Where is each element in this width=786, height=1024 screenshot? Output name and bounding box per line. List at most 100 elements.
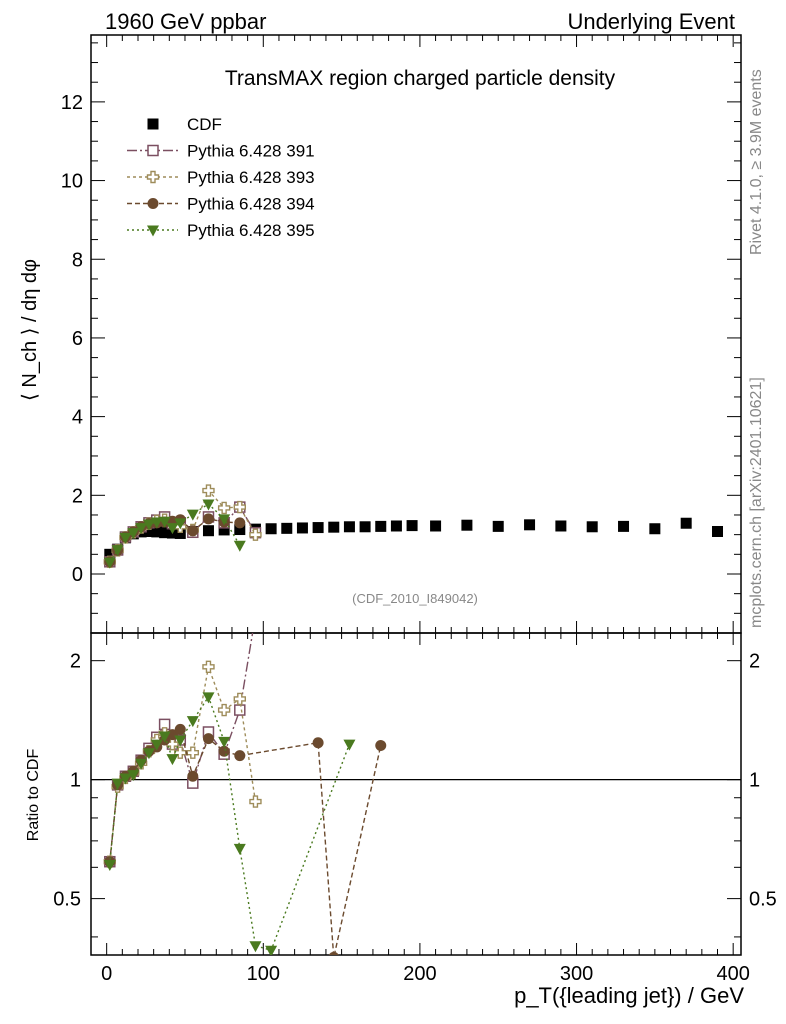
data-point bbox=[202, 499, 215, 511]
data-point bbox=[375, 520, 387, 532]
data-point bbox=[390, 520, 402, 532]
data-point bbox=[166, 523, 179, 535]
data-point bbox=[135, 523, 148, 535]
y-tick-label: 4 bbox=[72, 407, 83, 429]
data-point bbox=[375, 740, 387, 752]
data-point bbox=[586, 521, 598, 533]
data-point bbox=[159, 527, 171, 539]
data-point bbox=[186, 716, 199, 728]
data-point bbox=[166, 754, 179, 766]
data-point bbox=[249, 941, 262, 953]
data-point bbox=[202, 525, 214, 537]
data-point bbox=[618, 520, 630, 532]
data-point bbox=[312, 737, 324, 749]
legend-label: Pythia 6.428 393 bbox=[187, 168, 315, 187]
data-point bbox=[359, 521, 371, 533]
x-tick-label: 400 bbox=[716, 963, 749, 985]
data-point bbox=[150, 517, 163, 529]
data-point bbox=[111, 778, 124, 790]
data-point bbox=[218, 514, 231, 526]
legend: CDF Pythia 6.428 391 Pythia 6.428 393 Pythi… bbox=[127, 115, 315, 240]
y-tick-label: 0 bbox=[72, 564, 83, 586]
data-point bbox=[174, 527, 186, 539]
data-point bbox=[234, 524, 246, 536]
data-point bbox=[233, 500, 246, 514]
data-point bbox=[281, 522, 293, 534]
series-pythia-6-428-395 bbox=[103, 499, 246, 569]
header-right: Underlying Event bbox=[567, 9, 735, 34]
data-point bbox=[234, 517, 246, 529]
series-line-pythia-6-428-395 bbox=[109, 695, 351, 952]
legend-marker bbox=[147, 225, 159, 237]
data-point bbox=[103, 859, 116, 871]
data-point bbox=[202, 692, 215, 704]
data-point bbox=[202, 733, 214, 745]
data-point bbox=[234, 750, 246, 762]
ratio-y-tick-label-right: 0.5 bbox=[749, 889, 777, 911]
x-tick-label: 200 bbox=[403, 963, 436, 985]
data-point bbox=[103, 557, 116, 569]
ratio-y-tick-label: 2 bbox=[70, 651, 81, 673]
series-cdf bbox=[104, 517, 724, 560]
data-point bbox=[174, 735, 187, 747]
data-point bbox=[233, 540, 246, 552]
data-point bbox=[127, 770, 140, 782]
legend-label: Pythia 6.428 395 bbox=[187, 221, 315, 240]
data-point bbox=[186, 746, 200, 759]
data-point bbox=[158, 516, 171, 528]
y-tick-label: 12 bbox=[61, 92, 83, 114]
data-point bbox=[174, 723, 186, 735]
x-axis-label: p_T({leading jet}) / GeV bbox=[514, 983, 744, 1008]
mcplots-label: mcplots.cern.ch [arXiv:2401.10621] bbox=[748, 377, 765, 628]
data-point bbox=[158, 731, 171, 743]
legend-label: Pythia 6.428 394 bbox=[187, 195, 315, 214]
series-pythia-6-428-393 bbox=[103, 660, 262, 868]
ratio-y-tick-label-right: 1 bbox=[749, 770, 760, 792]
data-point bbox=[233, 692, 246, 706]
main-ylabel: ⟨ N_ch ⟩ / dη dφ bbox=[19, 259, 41, 401]
legend-label: CDF bbox=[187, 115, 222, 134]
y-tick-label: 6 bbox=[72, 328, 83, 350]
y-tick-label: 8 bbox=[72, 249, 83, 271]
data-point bbox=[119, 773, 132, 785]
x-tick-label: 100 bbox=[247, 963, 280, 985]
ratio-ylabel: Ratio to CDF bbox=[25, 749, 42, 842]
data-point bbox=[430, 520, 442, 532]
data-point bbox=[249, 528, 262, 541]
ratio-frame bbox=[90, 632, 742, 956]
x-tick-label: 300 bbox=[560, 963, 593, 985]
rivet-label: Rivet 4.1.0, ≥ 3.9M events bbox=[748, 69, 765, 255]
series-line-pythia-6-428-394 bbox=[109, 728, 382, 955]
data-point bbox=[111, 545, 124, 557]
x-tick-label: 0 bbox=[101, 963, 112, 985]
data-point bbox=[151, 526, 163, 538]
data-point bbox=[142, 519, 155, 531]
data-point bbox=[265, 523, 277, 535]
data-point bbox=[119, 532, 132, 544]
y-tick-label: 10 bbox=[61, 171, 83, 193]
data-point bbox=[461, 519, 473, 531]
data-point bbox=[186, 509, 199, 521]
data-point bbox=[187, 525, 199, 537]
data-point bbox=[187, 770, 199, 782]
ratio-y-tick-label: 1 bbox=[70, 770, 81, 792]
legend-marker bbox=[146, 170, 160, 184]
data-point bbox=[174, 518, 187, 530]
data-point bbox=[174, 746, 187, 759]
series-line-pythia-6-428-393 bbox=[109, 664, 257, 862]
data-point bbox=[127, 528, 140, 540]
data-point bbox=[150, 739, 163, 751]
data-point bbox=[249, 795, 262, 808]
data-point bbox=[202, 513, 214, 525]
data-point bbox=[104, 548, 116, 560]
ratio-y-tick-label-right: 2 bbox=[749, 651, 760, 673]
data-point bbox=[296, 522, 308, 534]
data-point bbox=[218, 736, 231, 748]
legend-marker bbox=[147, 118, 159, 130]
data-point bbox=[524, 519, 536, 531]
data-point bbox=[218, 524, 230, 536]
data-point bbox=[143, 525, 155, 537]
data-point bbox=[135, 758, 148, 770]
data-point bbox=[712, 525, 724, 537]
main-title: TransMAX region charged particle density bbox=[225, 67, 616, 90]
